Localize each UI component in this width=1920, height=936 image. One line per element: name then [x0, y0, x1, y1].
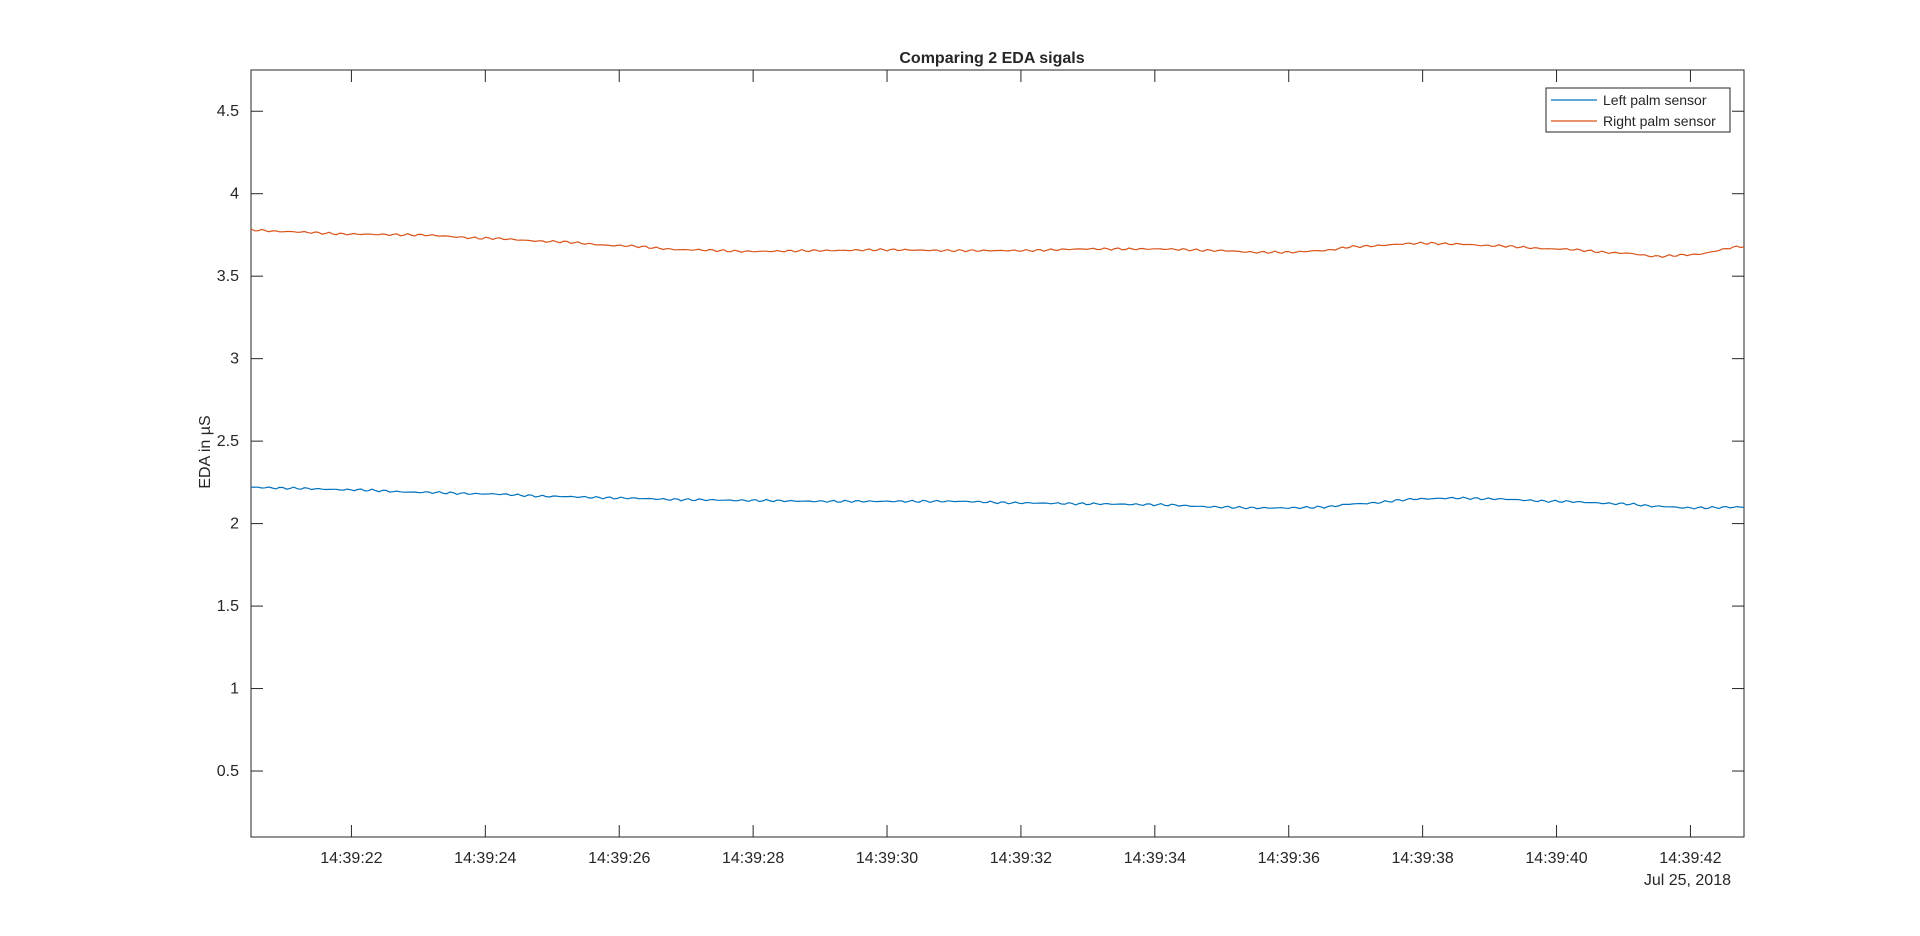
y-tick-label: 1.5	[217, 598, 239, 615]
x-tick-label: 14:39:26	[588, 850, 650, 867]
x-tick-label: 14:39:34	[1124, 850, 1186, 867]
legend: Left palm sensor Right palm sensor	[1545, 87, 1731, 133]
plot-area	[250, 69, 1745, 838]
legend-label-left: Left palm sensor	[1603, 92, 1707, 108]
x-tick-label: 14:39:30	[856, 850, 918, 867]
x-tick-label: 14:39:22	[320, 850, 382, 867]
x-tick-label: 14:39:24	[454, 850, 516, 867]
y-tick-label: 3	[230, 351, 239, 368]
x-tick-label: 14:39:28	[722, 850, 784, 867]
y-axis-label: EDA in µS	[197, 415, 214, 488]
y-tick-label: 3.5	[217, 268, 239, 285]
chart-title: Comparing 2 EDA sigals	[899, 50, 1084, 67]
y-tick-label: 2.5	[217, 433, 239, 450]
legend-label-right: Right palm sensor	[1603, 113, 1716, 129]
x-tick-label: 14:39:32	[990, 850, 1052, 867]
x-tick-label: 14:39:42	[1659, 850, 1721, 867]
y-tick-label: 0.5	[217, 763, 239, 780]
series-line-left-palm	[250, 486, 1745, 510]
x-axis-date-label: Jul 25, 2018	[1644, 872, 1731, 889]
series-line-right-palm	[250, 228, 1745, 258]
x-tick-label: 14:39:40	[1525, 850, 1587, 867]
y-tick-label: 1	[230, 681, 239, 698]
x-tick-label: 14:39:36	[1258, 850, 1320, 867]
x-tick-label: 14:39:38	[1391, 850, 1453, 867]
y-tick-label: 4.5	[217, 103, 239, 120]
series-lines	[250, 228, 1745, 510]
axis-ticks: 14:39:22 14:39:24 14:39:26 14:39:28 14:39:30…	[217, 70, 1744, 867]
y-tick-label: 2	[230, 516, 239, 533]
y-tick-label: 4	[230, 186, 239, 203]
legend-box	[1545, 87, 1731, 133]
